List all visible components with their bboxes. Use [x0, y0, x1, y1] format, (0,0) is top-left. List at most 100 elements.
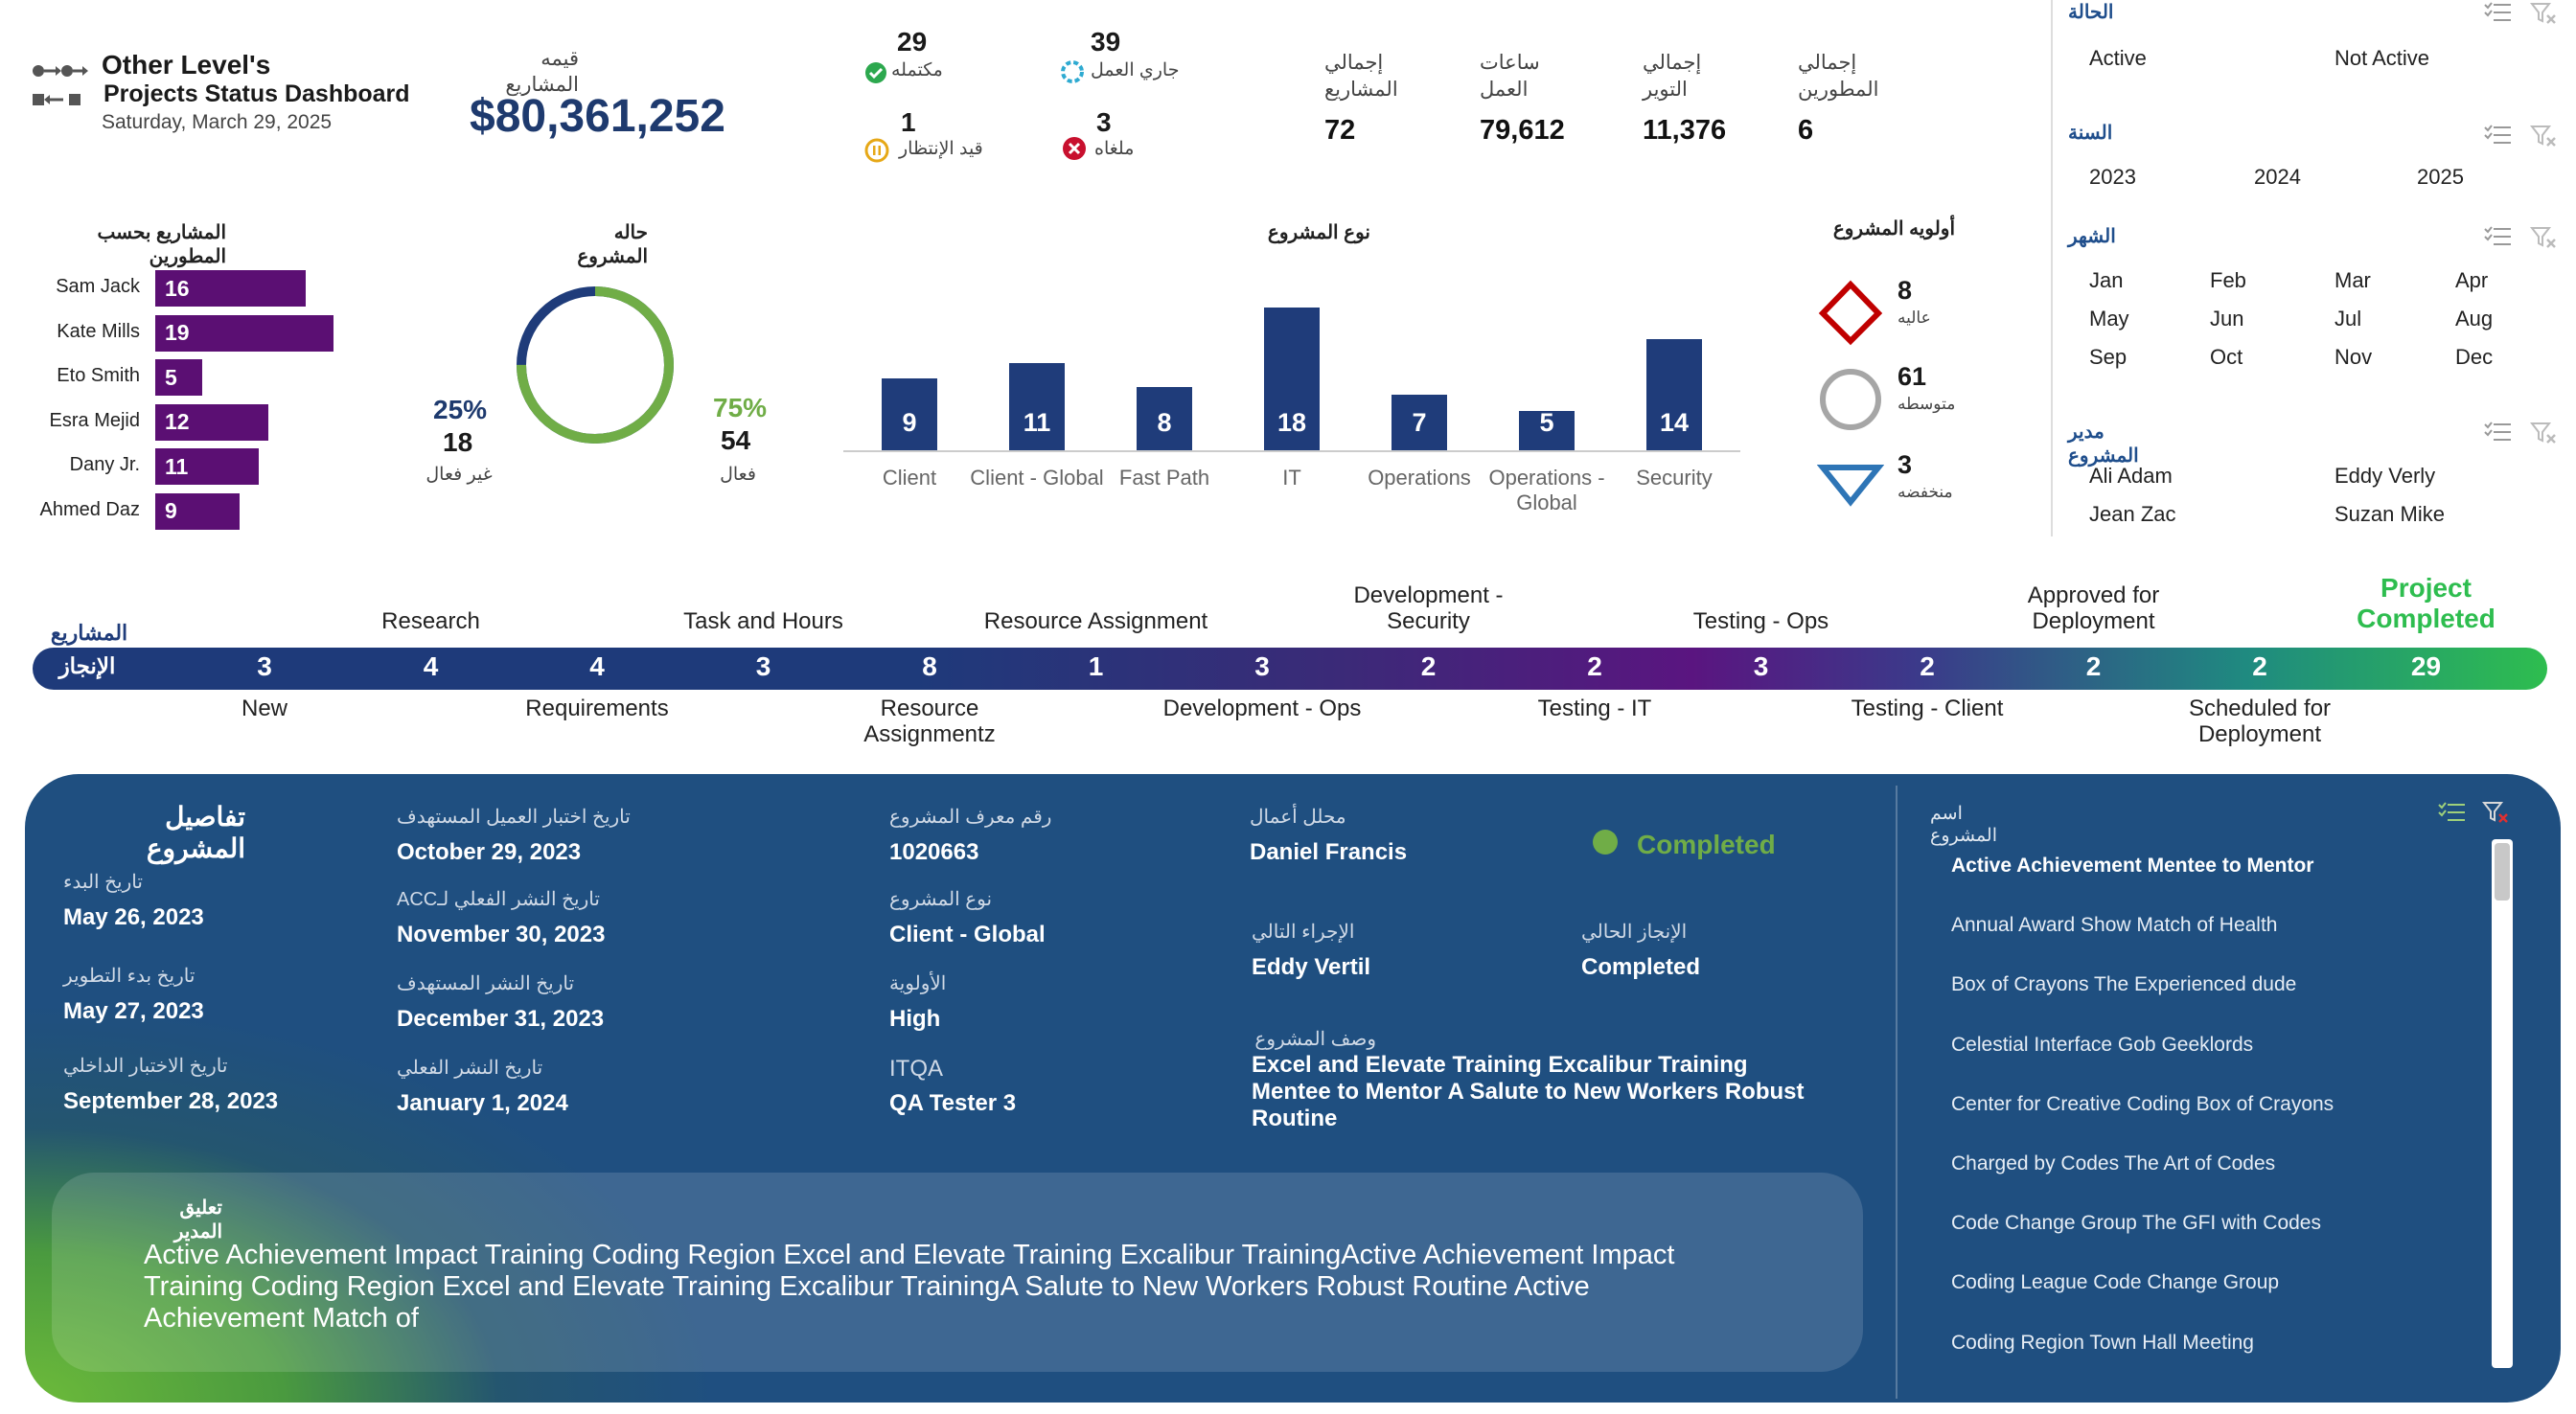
- clear-filter-icon[interactable]: [2482, 801, 2509, 824]
- pause-icon: [864, 138, 889, 163]
- project-list-item[interactable]: Coding League Code Change Group: [1951, 1271, 2280, 1294]
- project-value-label: قيمه المشاريع: [505, 48, 579, 96]
- month-option[interactable]: Mar: [2334, 268, 2371, 292]
- project-list-item[interactable]: Coding Region Town Hall Meeting: [1951, 1331, 2254, 1354]
- business-label: محلل أعمال: [1250, 807, 1346, 828]
- clear-filter-icon[interactable]: [2530, 2, 2557, 25]
- timeline-stage-count: 2: [2252, 651, 2267, 681]
- type-bar[interactable]: [1137, 386, 1192, 450]
- timeline-stage-label: Testing - Client: [1851, 696, 2004, 721]
- month-option[interactable]: May: [2089, 307, 2129, 331]
- project-list-item[interactable]: Annual Award Show Match of Health: [1951, 914, 2278, 937]
- developer-bar[interactable]: 12: [155, 403, 268, 441]
- brand-title: Other Level's: [102, 50, 271, 80]
- timeline-stage-label: Scheduled for Deployment: [2188, 696, 2332, 747]
- check-icon: [865, 62, 886, 83]
- target-deploy-label: تاريخ النشر المستهدف: [397, 973, 575, 994]
- month-option[interactable]: Sep: [2089, 345, 2128, 369]
- type-bar[interactable]: [1392, 394, 1447, 450]
- month-option[interactable]: Apr: [2455, 268, 2489, 292]
- year-option[interactable]: 2023: [2089, 165, 2136, 189]
- project-id-label: رقم معرف المشروع: [889, 807, 1052, 828]
- in-progress-label: جاري العمل: [1091, 60, 1180, 80]
- clear-filter-icon[interactable]: [2530, 125, 2557, 148]
- developer-bar[interactable]: 16: [155, 270, 306, 307]
- clear-filter-icon[interactable]: [2530, 226, 2557, 249]
- month-option[interactable]: Dec: [2455, 345, 2494, 369]
- month-option[interactable]: Jun: [2210, 307, 2244, 331]
- comment-label: تعليق المدير: [173, 1197, 222, 1243]
- priority-label: عاليه: [1898, 308, 1931, 327]
- current-label: الإنجاز الحالي: [1581, 922, 1688, 943]
- project-list-item[interactable]: Center for Creative Coding Box of Crayon…: [1951, 1092, 2334, 1115]
- project-list-item[interactable]: Charged by Codes The Art of Codes: [1951, 1152, 2276, 1175]
- completed-label: مكتمله: [891, 60, 943, 80]
- project-list-item[interactable]: Celestial Interface Gob Geeklords: [1951, 1033, 2254, 1056]
- year-option[interactable]: 2024: [2254, 165, 2301, 189]
- multi-select-icon[interactable]: [2484, 226, 2513, 247]
- project-list-item[interactable]: Code Change Group The GFI with Codes: [1951, 1212, 2321, 1235]
- multi-select-icon[interactable]: [2484, 2, 2513, 23]
- inactive-label: غير فعال: [426, 465, 493, 485]
- multi-select-icon[interactable]: [2438, 801, 2467, 824]
- type-bar[interactable]: [1519, 410, 1575, 450]
- client-test-label: تاريخ اختبار العميل المستهدف: [397, 807, 631, 828]
- clear-filter-icon[interactable]: [2530, 422, 2557, 445]
- manager-option[interactable]: Jean Zac: [2089, 502, 2176, 526]
- month-option[interactable]: Aug: [2455, 307, 2494, 331]
- manager-option[interactable]: Ali Adam: [2089, 464, 2173, 488]
- type-bar-value: 8: [1157, 408, 1172, 437]
- developer-bar[interactable]: 11: [155, 448, 259, 485]
- developer-bar[interactable]: 19: [155, 314, 334, 352]
- status-option[interactable]: Active: [2089, 46, 2147, 70]
- next-action-label: الإجراء التالي: [1252, 922, 1355, 943]
- priority-title: أولويه المشروع: [1832, 218, 1955, 239]
- scrollbar-thumb[interactable]: [2495, 843, 2510, 901]
- itqa-label: ITQA: [889, 1056, 944, 1082]
- type-bar[interactable]: [1009, 362, 1065, 450]
- timeline-stage-count: 3: [755, 651, 771, 681]
- timeline-stage-label: New: [241, 696, 288, 721]
- developer-bar[interactable]: 9: [155, 492, 241, 530]
- project-list-item[interactable]: Active Achievement Mentee to Mentor: [1951, 855, 2314, 877]
- active-pct: 75%: [713, 393, 768, 422]
- multi-select-icon[interactable]: [2484, 422, 2513, 443]
- month-option[interactable]: Nov: [2334, 345, 2373, 369]
- type-category-label: IT: [1282, 466, 1301, 490]
- in-progress-count: 39: [1091, 27, 1121, 57]
- cancelled-count: 3: [1096, 107, 1112, 137]
- month-option[interactable]: Jul: [2334, 307, 2362, 331]
- project-list-item[interactable]: Box of Crayons The Experienced dude: [1951, 973, 2297, 996]
- type-bar[interactable]: [1264, 307, 1320, 450]
- project-list-scrollbar[interactable]: [2492, 839, 2513, 1368]
- manager-option[interactable]: Suzan Mike: [2334, 502, 2445, 526]
- month-option[interactable]: Feb: [2210, 268, 2246, 292]
- type-bar-value: 11: [1023, 408, 1051, 437]
- year-option[interactable]: 2025: [2417, 165, 2464, 189]
- month-option[interactable]: Oct: [2210, 345, 2243, 369]
- manager-comment-box: [52, 1173, 1863, 1372]
- kpi-label: إجمالي: [1643, 52, 1702, 74]
- timeline-stage-label: Approved for Deployment: [2027, 582, 2160, 634]
- current-value: Completed: [1581, 954, 1701, 980]
- status-option[interactable]: Not Active: [2334, 46, 2430, 70]
- progress-timeline: [33, 648, 2547, 690]
- developer-bar-value: 19: [165, 320, 190, 345]
- status-badge: Completed: [1637, 830, 1776, 859]
- project-type-value: Client - Global: [889, 922, 1046, 947]
- comment-text: Active Achievement Impact Training Codin…: [144, 1240, 1675, 1334]
- priority-value: 61: [1898, 362, 1927, 391]
- type-bar[interactable]: [1646, 338, 1702, 450]
- inactive-pct: 25%: [433, 395, 488, 424]
- timeline-stage-count: 4: [589, 651, 605, 681]
- developer-bar[interactable]: 5: [155, 359, 202, 396]
- month-option[interactable]: Jan: [2089, 268, 2124, 292]
- business-value: Daniel Francis: [1250, 839, 1408, 865]
- manager-option[interactable]: Eddy Verly: [2334, 464, 2436, 488]
- circle-icon: [1820, 369, 1881, 430]
- kpi-sublabel: التوير: [1643, 79, 1688, 101]
- type-category-label: Operations - Global: [1488, 466, 1605, 514]
- active-value: 54: [721, 425, 751, 455]
- multi-select-icon[interactable]: [2484, 125, 2513, 146]
- type-bar[interactable]: [882, 378, 937, 450]
